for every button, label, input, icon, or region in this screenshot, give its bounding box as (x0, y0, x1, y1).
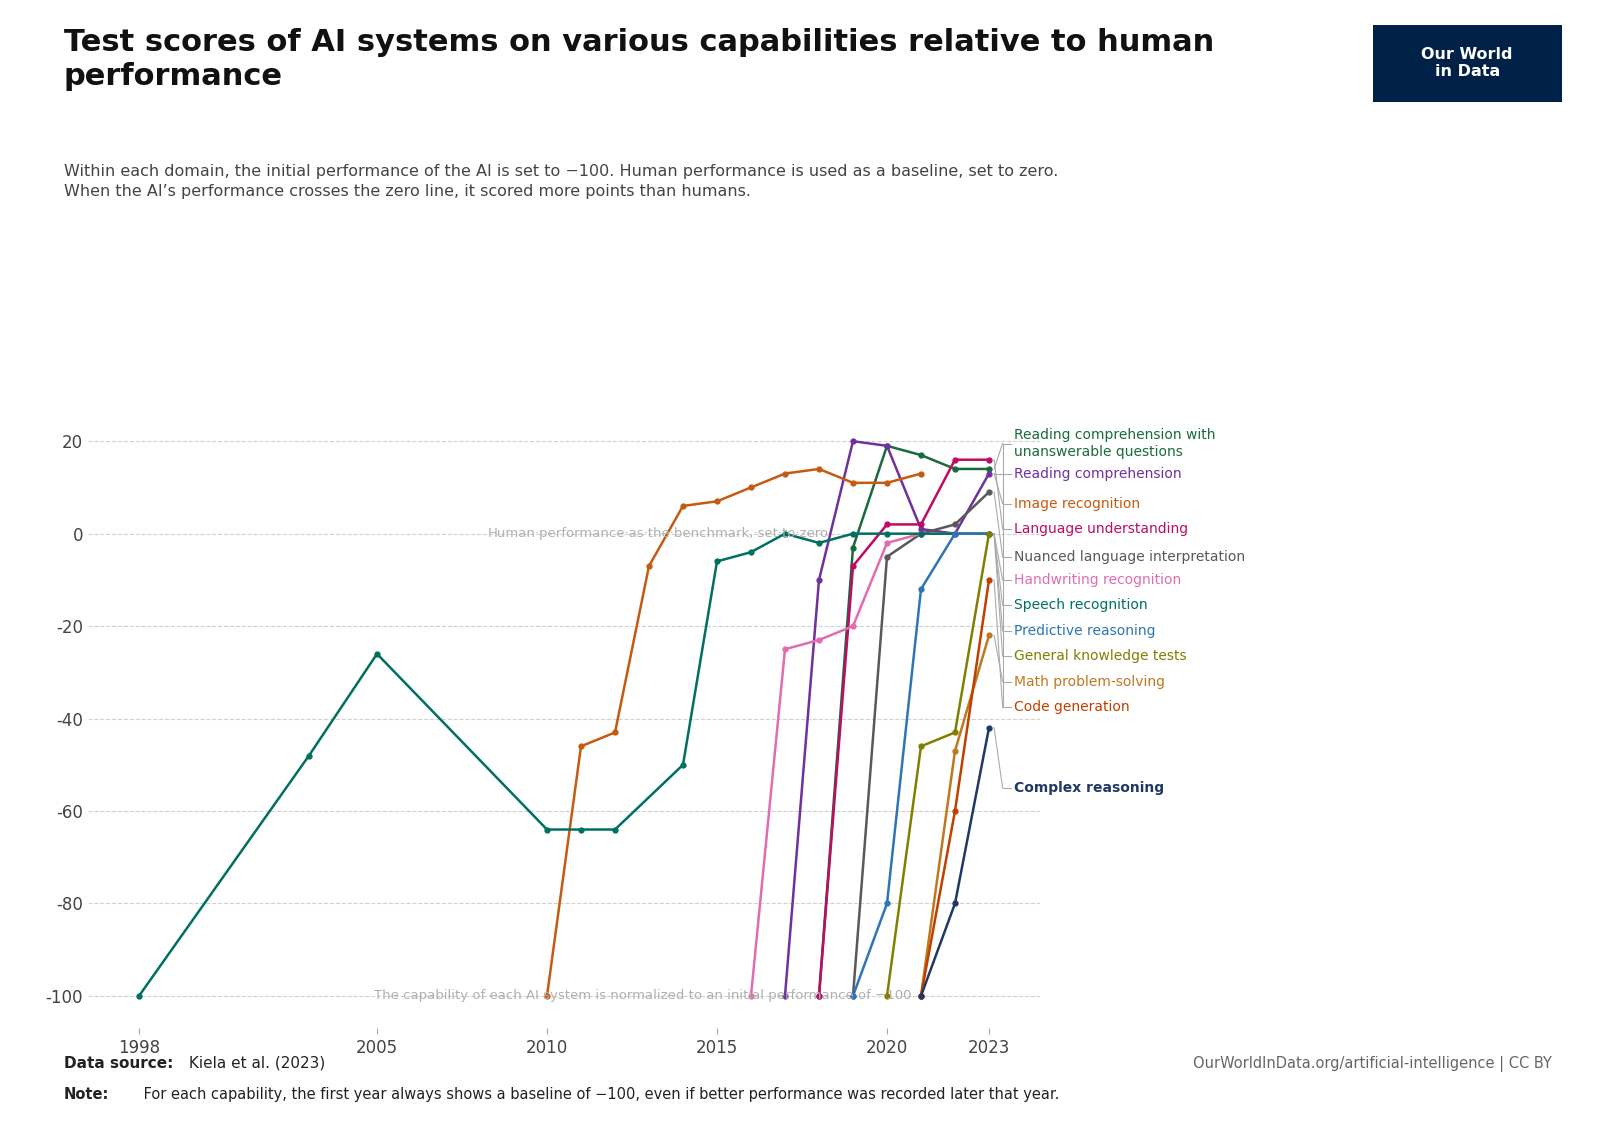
Text: General knowledge tests: General knowledge tests (1014, 649, 1187, 663)
Text: Image recognition: Image recognition (1014, 496, 1141, 511)
Text: Nuanced language interpretation: Nuanced language interpretation (1014, 550, 1246, 564)
Text: Kiela et al. (2023): Kiela et al. (2023) (184, 1055, 325, 1071)
Text: Code generation: Code generation (1014, 699, 1130, 714)
Text: Handwriting recognition: Handwriting recognition (1014, 573, 1182, 586)
Text: Note:: Note: (64, 1087, 109, 1103)
Text: Test scores of AI systems on various capabilities relative to human
performance: Test scores of AI systems on various cap… (64, 28, 1214, 90)
Text: Reading comprehension with
unanswerable questions: Reading comprehension with unanswerable … (1014, 428, 1216, 459)
Text: Speech recognition: Speech recognition (1014, 598, 1149, 612)
Text: The capability of each AI system is normalized to an initial performance of −100: The capability of each AI system is norm… (373, 990, 910, 1002)
Text: Math problem-solving: Math problem-solving (1014, 675, 1165, 688)
Text: Within each domain, the initial performance of the AI is set to −100. Human perf: Within each domain, the initial performa… (64, 164, 1058, 199)
Text: OurWorldInData.org/artificial-intelligence | CC BY: OurWorldInData.org/artificial-intelligen… (1194, 1055, 1552, 1072)
Text: Human·performance·as·the·benchmark,·set·to·zero: Human·performance·as·the·benchmark,·set·… (488, 528, 829, 540)
Text: Data source:: Data source: (64, 1055, 173, 1071)
Text: Complex reasoning: Complex reasoning (1014, 781, 1165, 794)
Text: For each capability, the first year always shows a baseline of −100, even if bet: For each capability, the first year alwa… (139, 1087, 1059, 1103)
Text: Reading comprehension: Reading comprehension (1014, 467, 1182, 480)
Text: Language understanding: Language understanding (1014, 522, 1189, 536)
Text: Our World
in Data: Our World in Data (1421, 47, 1514, 79)
Text: Predictive reasoning: Predictive reasoning (1014, 624, 1155, 637)
